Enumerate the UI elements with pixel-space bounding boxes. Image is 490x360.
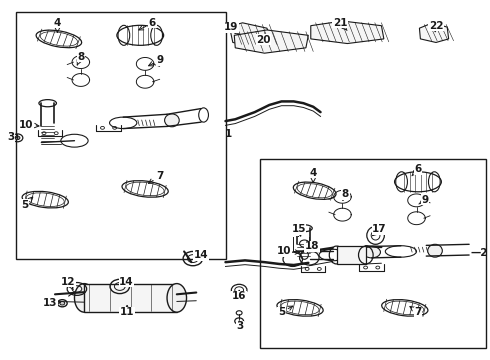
Text: 4: 4 bbox=[54, 18, 61, 32]
Ellipse shape bbox=[74, 284, 94, 312]
Ellipse shape bbox=[165, 114, 179, 127]
Text: 10: 10 bbox=[277, 247, 299, 256]
Text: 9: 9 bbox=[148, 55, 163, 66]
Polygon shape bbox=[419, 23, 449, 42]
Bar bbox=[337, 246, 366, 264]
Text: 7: 7 bbox=[410, 306, 422, 317]
Text: 14: 14 bbox=[194, 250, 208, 260]
Ellipse shape bbox=[60, 301, 65, 305]
Text: 15: 15 bbox=[292, 225, 306, 236]
Text: 5: 5 bbox=[278, 306, 293, 317]
Text: 6: 6 bbox=[139, 18, 156, 30]
Text: 6: 6 bbox=[412, 164, 421, 176]
Text: 19: 19 bbox=[224, 22, 240, 35]
Text: 17: 17 bbox=[372, 224, 387, 236]
Ellipse shape bbox=[363, 247, 380, 258]
Bar bbox=[260, 158, 486, 348]
Text: 1: 1 bbox=[224, 129, 232, 139]
Text: 3: 3 bbox=[237, 321, 244, 332]
Bar bbox=[84, 284, 177, 312]
Text: 22: 22 bbox=[429, 21, 443, 32]
Text: 11: 11 bbox=[120, 305, 134, 317]
Text: 7: 7 bbox=[148, 171, 164, 183]
Text: 8: 8 bbox=[342, 189, 349, 201]
Text: 20: 20 bbox=[256, 35, 271, 45]
Text: 8: 8 bbox=[77, 52, 84, 65]
Text: 15: 15 bbox=[292, 224, 306, 236]
Polygon shape bbox=[311, 21, 384, 44]
Polygon shape bbox=[229, 23, 272, 46]
Ellipse shape bbox=[167, 284, 187, 312]
Ellipse shape bbox=[15, 136, 20, 140]
Polygon shape bbox=[234, 30, 308, 53]
Text: 9: 9 bbox=[419, 195, 429, 204]
Text: 12: 12 bbox=[61, 277, 75, 290]
Text: —2: —2 bbox=[470, 248, 488, 258]
Bar bbox=[16, 12, 225, 258]
Text: 10: 10 bbox=[19, 120, 39, 130]
Text: 4: 4 bbox=[310, 168, 317, 183]
Text: 18: 18 bbox=[304, 241, 319, 251]
Text: 13: 13 bbox=[43, 298, 61, 308]
Text: 5: 5 bbox=[21, 197, 33, 210]
Text: 14: 14 bbox=[119, 277, 134, 287]
Text: 16: 16 bbox=[232, 291, 246, 301]
Ellipse shape bbox=[428, 244, 442, 257]
Text: 3: 3 bbox=[7, 132, 16, 142]
Text: 21: 21 bbox=[333, 18, 347, 30]
